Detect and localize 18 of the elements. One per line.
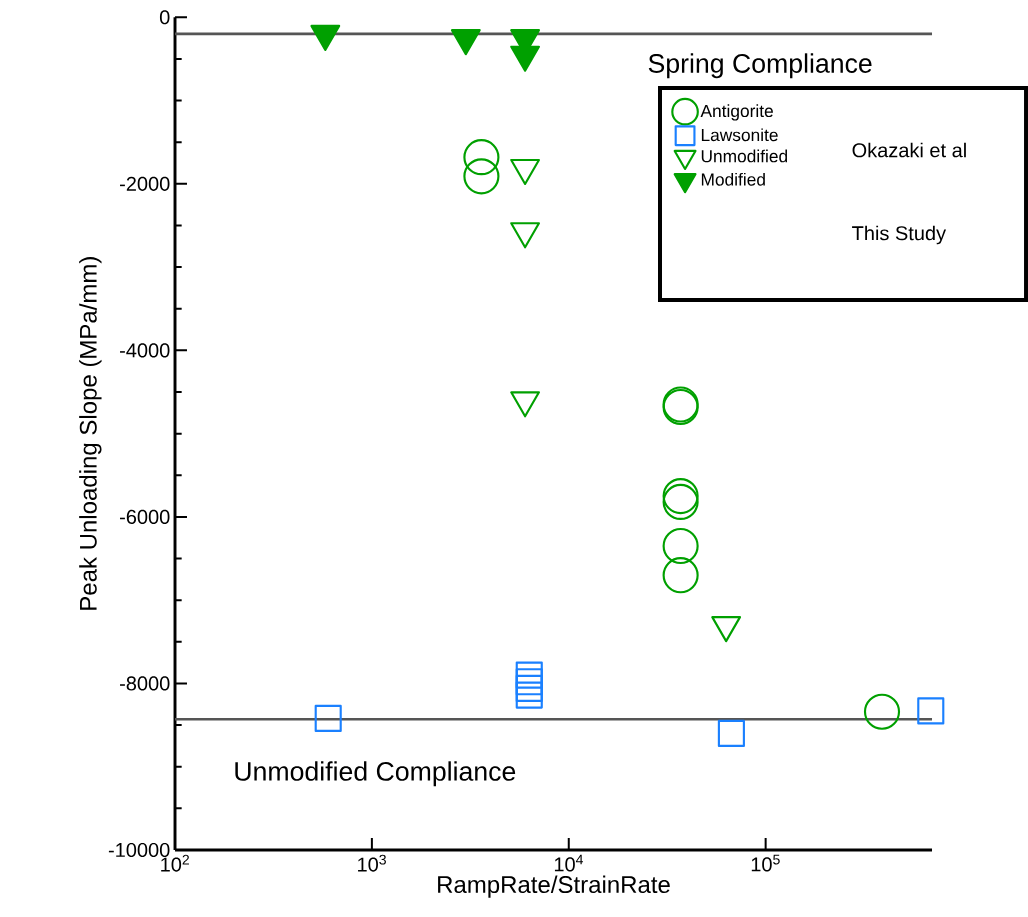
x-axis-title: RampRate/StrainRate xyxy=(438,875,670,898)
x-tick-label: 10$^{5}$ xyxy=(751,854,780,872)
y-tick-label: -2000 xyxy=(120,176,170,191)
legend-label: Unmodified xyxy=(701,149,788,163)
y-tick-label: -4000 xyxy=(120,343,170,358)
y-tick-label: 0 xyxy=(159,10,170,25)
annotation: This Study xyxy=(852,225,947,245)
x-tick-label: 10$^{4}$ xyxy=(554,854,584,872)
x-tick-label: 10$^{3}$ xyxy=(358,854,386,872)
annotation: Okazaki et al xyxy=(852,142,966,158)
ref-line-label: Spring Compliance xyxy=(648,53,872,79)
legend-label: Antigorite xyxy=(700,104,773,121)
y-tick-label: -6000 xyxy=(120,509,170,524)
legend-label: Modified xyxy=(701,172,765,186)
y-axis-title: Peak Unloading Slope (MPa/mm) xyxy=(79,257,102,610)
ref-line-label: Unmodified Compliance xyxy=(235,761,516,787)
legend-label: Lawsonite xyxy=(701,128,778,142)
y-tick-label: -8000 xyxy=(120,676,170,691)
